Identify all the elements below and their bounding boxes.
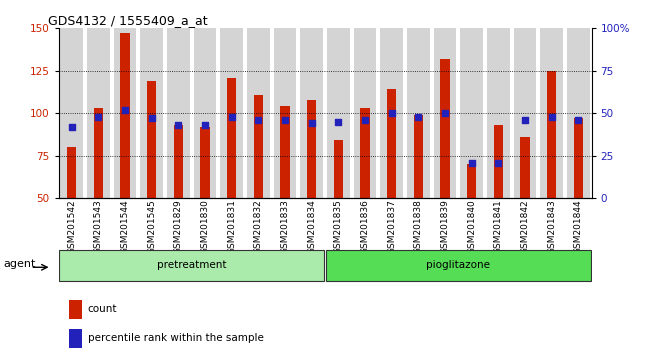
Bar (167, 28, 190, 198)
Text: pretreatment: pretreatment (157, 261, 226, 270)
Bar (87, 28, 110, 198)
Text: GSM201842: GSM201842 (521, 199, 529, 254)
Bar (467, 164, 476, 198)
Bar (460, 28, 483, 198)
Text: GSM201834: GSM201834 (307, 199, 316, 254)
Text: GSM201843: GSM201843 (547, 199, 556, 254)
Point (173, 122, 184, 128)
Bar (493, 125, 503, 198)
Bar (413, 115, 423, 198)
Bar (274, 28, 296, 198)
Text: GSM201841: GSM201841 (494, 199, 502, 254)
Point (573, 117, 584, 123)
Bar (114, 28, 136, 198)
Text: GSM201837: GSM201837 (387, 199, 396, 254)
Text: GDS4132 / 1555409_a_at: GDS4132 / 1555409_a_at (48, 14, 207, 27)
Bar (67, 147, 77, 198)
Point (67, 124, 77, 130)
Bar (547, 71, 556, 198)
Text: percentile rank within the sample: percentile rank within the sample (88, 333, 264, 343)
Bar (227, 78, 237, 198)
Bar (307, 100, 317, 198)
Point (200, 122, 211, 128)
Text: GSM201543: GSM201543 (94, 199, 103, 254)
Bar (194, 28, 216, 198)
Text: agent: agent (3, 259, 35, 269)
Bar (94, 108, 103, 198)
Point (307, 121, 317, 126)
Bar (69, 329, 83, 348)
Bar (300, 28, 323, 198)
Bar (254, 95, 263, 198)
Bar (520, 137, 530, 198)
Text: GSM201830: GSM201830 (201, 199, 209, 254)
Point (493, 160, 504, 165)
Text: GSM201831: GSM201831 (227, 199, 236, 254)
Bar (140, 28, 163, 198)
FancyBboxPatch shape (326, 250, 591, 281)
Text: GSM201832: GSM201832 (254, 199, 263, 254)
Bar (567, 28, 590, 198)
Point (94, 114, 104, 120)
FancyBboxPatch shape (59, 250, 324, 281)
Bar (487, 28, 510, 198)
Bar (147, 81, 157, 198)
Text: GSM201829: GSM201829 (174, 199, 183, 254)
Point (547, 114, 557, 120)
Bar (540, 28, 563, 198)
Bar (200, 127, 210, 198)
Text: GSM201844: GSM201844 (574, 199, 582, 254)
Bar (69, 300, 83, 319)
Point (386, 110, 396, 116)
Point (439, 110, 450, 116)
Bar (407, 28, 430, 198)
Text: GSM201840: GSM201840 (467, 199, 476, 254)
Bar (514, 28, 536, 198)
Point (120, 107, 130, 113)
Bar (387, 90, 396, 198)
Point (333, 119, 343, 125)
Text: GSM201542: GSM201542 (68, 199, 76, 254)
Text: GSM201838: GSM201838 (414, 199, 422, 254)
Text: GSM201833: GSM201833 (281, 199, 289, 254)
Bar (360, 108, 370, 198)
Bar (247, 28, 270, 198)
Bar (434, 28, 456, 198)
Point (227, 114, 237, 120)
Point (254, 117, 264, 123)
Text: GSM201839: GSM201839 (441, 199, 449, 254)
Bar (60, 28, 83, 198)
Bar (440, 59, 450, 198)
Text: GSM201544: GSM201544 (121, 199, 129, 254)
Point (147, 115, 157, 121)
Bar (327, 28, 350, 198)
Point (360, 117, 370, 123)
Text: GSM201545: GSM201545 (148, 199, 156, 254)
Bar (280, 107, 290, 198)
Bar (354, 28, 376, 198)
Bar (333, 141, 343, 198)
Bar (174, 125, 183, 198)
Text: GSM201836: GSM201836 (361, 199, 369, 254)
Point (467, 160, 477, 165)
Point (520, 117, 530, 123)
Bar (573, 118, 583, 198)
Bar (220, 28, 243, 198)
Bar (120, 33, 130, 198)
Text: GSM201835: GSM201835 (334, 199, 343, 254)
Point (280, 117, 291, 123)
Text: pioglitazone: pioglitazone (426, 261, 490, 270)
Point (413, 114, 424, 120)
Text: count: count (88, 304, 117, 314)
Bar (380, 28, 403, 198)
